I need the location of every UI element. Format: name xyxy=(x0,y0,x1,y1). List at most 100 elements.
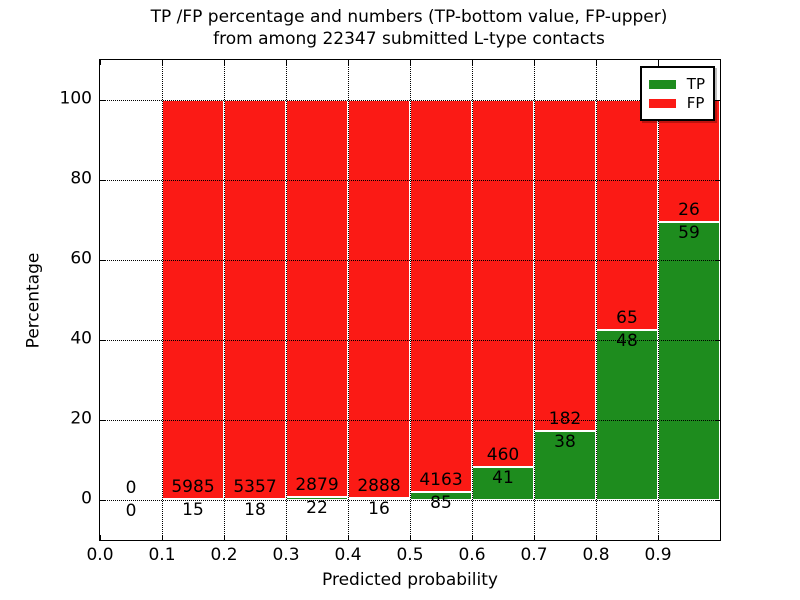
tp-count-label: 16 xyxy=(368,498,390,519)
x-tick-mark-bottom xyxy=(100,535,101,540)
chart-title-line2: from among 22347 submitted L-type contac… xyxy=(213,29,605,49)
y-tick-label: 60 xyxy=(70,248,92,269)
x-axis-label: Predicted probability xyxy=(322,570,498,590)
x-tick-mark-top xyxy=(596,60,597,65)
x-tick-mark-bottom xyxy=(472,535,473,540)
y-tick-label: 40 xyxy=(70,328,92,349)
x-tick-mark-top xyxy=(286,60,287,65)
x-tick-mark-bottom xyxy=(410,535,411,540)
tp-legend-label: TP xyxy=(686,75,705,93)
x-tick-mark-bottom xyxy=(162,535,163,540)
chart-title-line1: TP /FP percentage and numbers (TP-bottom… xyxy=(150,7,668,27)
x-tick-label: 0.6 xyxy=(458,545,486,565)
x-tick-label: 0.5 xyxy=(396,545,424,565)
y-tick-mark-left xyxy=(100,420,105,421)
y-tick-mark-left xyxy=(100,260,105,261)
x-tick-mark-bottom xyxy=(286,535,287,540)
x-tick-label: 0.9 xyxy=(644,545,672,565)
x-tick-label: 0.4 xyxy=(334,545,362,565)
fp-count-label: 5357 xyxy=(233,476,277,497)
y-tick-label: 20 xyxy=(70,408,92,429)
x-tick-mark-top xyxy=(162,60,163,65)
tp-count-label: 22 xyxy=(306,497,328,518)
gridline-vertical xyxy=(348,60,349,540)
x-tick-label: 0.0 xyxy=(86,545,114,565)
plot-area: Percentage Predicted probability TP FP 0… xyxy=(24,59,721,589)
tp-count-label: 0 xyxy=(125,501,137,521)
tp-bar-segment xyxy=(472,467,534,500)
fp-bar-segment xyxy=(596,100,658,331)
x-tick-label: 0.1 xyxy=(148,545,176,565)
fp-count-label: 5985 xyxy=(171,477,215,497)
gridline-vertical xyxy=(534,60,535,540)
y-tick-mark-left xyxy=(100,340,105,341)
x-tick-mark-top xyxy=(224,60,225,65)
y-tick-mark-right xyxy=(715,100,720,101)
legend: TP FP xyxy=(639,66,715,121)
x-tick-mark-bottom xyxy=(534,535,535,540)
legend-entry-tp: TP xyxy=(648,75,705,93)
x-tick-mark-top xyxy=(100,60,101,65)
fp-count-label: 4163 xyxy=(419,470,463,490)
tp-legend-swatch xyxy=(648,79,676,89)
y-tick-label: 100 xyxy=(59,88,92,109)
x-tick-label: 0.2 xyxy=(210,545,238,565)
fp-legend-label: FP xyxy=(686,94,705,112)
tp-count-label: 15 xyxy=(182,500,204,520)
fp-count-label: 65 xyxy=(616,308,638,329)
y-tick-mark-right xyxy=(715,420,720,421)
y-tick-mark-right xyxy=(715,260,720,261)
y-axis-label: Percentage xyxy=(23,252,44,348)
fp-bar-segment xyxy=(534,100,596,431)
x-tick-mark-top xyxy=(472,60,473,65)
y-tick-label: 0 xyxy=(81,488,92,509)
tp-count-label: 48 xyxy=(616,331,638,352)
x-tick-mark-bottom xyxy=(224,535,225,540)
gridline-vertical xyxy=(596,60,597,540)
x-tick-mark-bottom xyxy=(348,535,349,540)
x-tick-label: 0.8 xyxy=(582,545,610,565)
x-tick-mark-top xyxy=(534,60,535,65)
x-tick-mark-bottom xyxy=(658,535,659,540)
tp-bar-segment xyxy=(596,330,658,500)
tp-count-label: 41 xyxy=(492,468,514,489)
fp-bar-segment xyxy=(162,100,224,499)
fp-count-label: 2888 xyxy=(357,475,401,496)
fp-bar-segment xyxy=(224,100,286,499)
fp-count-label: 26 xyxy=(678,200,700,221)
gridline-vertical xyxy=(410,60,411,540)
fp-count-label: 2879 xyxy=(295,474,339,495)
y-axis-label-container: Percentage xyxy=(22,60,46,540)
x-tick-label: 0.3 xyxy=(272,545,300,565)
y-tick-mark-left xyxy=(100,500,105,501)
gridline-vertical xyxy=(658,60,659,540)
gridline-vertical xyxy=(286,60,287,540)
y-tick-mark-left xyxy=(100,100,105,101)
tp-count-label: 18 xyxy=(244,499,266,520)
legend-entry-fp: FP xyxy=(648,94,705,112)
y-tick-label: 80 xyxy=(70,168,92,189)
fp-count-label: 460 xyxy=(486,445,520,466)
fp-bar-segment xyxy=(472,100,534,468)
fp-bar-segment xyxy=(286,100,348,497)
y-tick-mark-right xyxy=(715,180,720,181)
tp-count-label: 59 xyxy=(678,223,700,244)
x-tick-mark-bottom xyxy=(596,535,597,540)
x-tick-label: 0.7 xyxy=(520,545,548,565)
tp-count-label: 85 xyxy=(430,492,452,513)
fp-bar-segment xyxy=(348,100,410,498)
fp-legend-swatch xyxy=(648,98,676,108)
tp-count-label: 38 xyxy=(554,431,576,452)
fp-count-label: 0 xyxy=(125,478,137,498)
tp-bar-segment xyxy=(534,430,596,500)
y-tick-mark-right xyxy=(715,340,720,341)
fp-count-label: 182 xyxy=(548,408,582,429)
tp-bar-segment xyxy=(658,222,720,500)
gridline-vertical xyxy=(472,60,473,540)
y-tick-mark-left xyxy=(100,180,105,181)
gridline-vertical xyxy=(162,60,163,540)
chart-title: TP /FP percentage and numbers (TP-bottom… xyxy=(99,6,719,50)
x-tick-mark-top xyxy=(348,60,349,65)
fp-bar-segment xyxy=(410,100,472,492)
